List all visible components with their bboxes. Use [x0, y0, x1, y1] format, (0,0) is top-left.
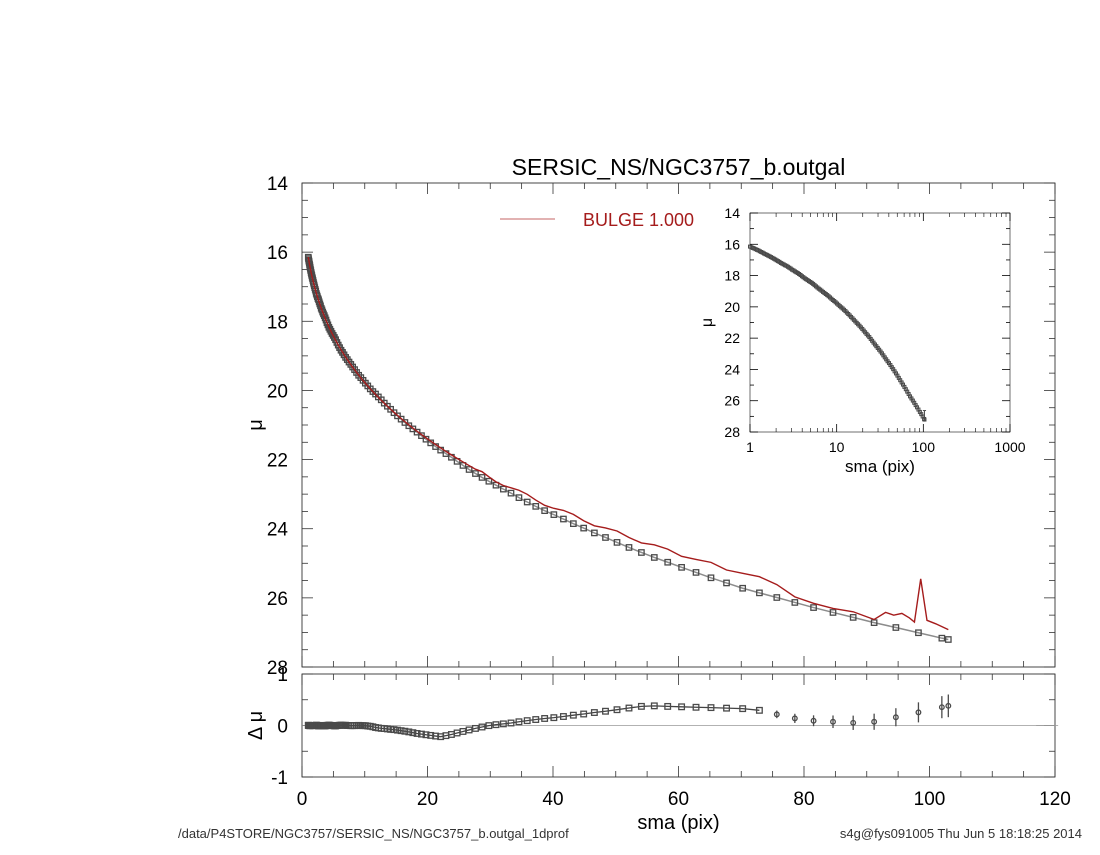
svg-text:sma (pix): sma (pix) [637, 812, 719, 834]
svg-text:20: 20 [267, 381, 288, 402]
svg-text:Δ μ: Δ μ [245, 711, 267, 740]
svg-text:26: 26 [724, 393, 740, 409]
svg-text:16: 16 [724, 236, 740, 252]
svg-text:120: 120 [1039, 789, 1071, 810]
svg-text:14: 14 [724, 205, 740, 221]
svg-text:22: 22 [724, 330, 740, 346]
svg-text:14: 14 [267, 174, 289, 195]
svg-text:10: 10 [829, 439, 845, 455]
svg-text:80: 80 [793, 789, 814, 810]
svg-text:1: 1 [277, 665, 288, 686]
svg-text:s4g@fys091005 Thu Jun 5 18:1: s4g@fys091005 Thu Jun 5 18:18:25 2014 [840, 826, 1082, 841]
svg-text:0: 0 [277, 717, 288, 738]
svg-text:μ: μ [245, 419, 267, 431]
svg-text:-1: -1 [271, 768, 288, 789]
svg-text:22: 22 [267, 451, 288, 472]
svg-text:BULGE 1.000: BULGE 1.000 [583, 210, 694, 230]
svg-text:1000: 1000 [994, 439, 1025, 455]
svg-text:24: 24 [267, 520, 289, 541]
svg-text:60: 60 [668, 789, 689, 810]
svg-text:26: 26 [267, 589, 288, 610]
svg-text:sma (pix): sma (pix) [845, 457, 915, 476]
svg-text:28: 28 [724, 424, 740, 440]
svg-text:40: 40 [542, 789, 563, 810]
svg-text:100: 100 [912, 439, 936, 455]
svg-text:24: 24 [724, 361, 740, 377]
svg-text:/data/P4STORE/NGC3757/SERSIC_N: /data/P4STORE/NGC3757/SERSIC_NS/NGC3757_… [178, 826, 569, 841]
svg-text:18: 18 [724, 268, 740, 284]
svg-text:20: 20 [417, 789, 438, 810]
svg-text:0: 0 [297, 789, 308, 810]
svg-text:18: 18 [267, 312, 288, 333]
svg-text:16: 16 [267, 243, 288, 264]
svg-text:SERSIC_NS/NGC3757_b.outgal: SERSIC_NS/NGC3757_b.outgal [512, 154, 846, 180]
svg-text:1: 1 [746, 439, 754, 455]
svg-text:100: 100 [914, 789, 946, 810]
svg-text:μ: μ [699, 318, 716, 327]
svg-text:20: 20 [724, 299, 740, 315]
